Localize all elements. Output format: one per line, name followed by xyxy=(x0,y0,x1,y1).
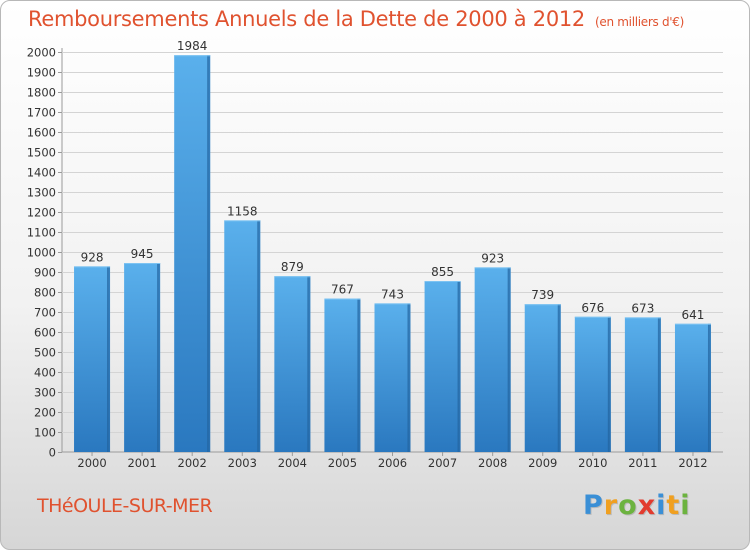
bar xyxy=(274,276,311,452)
y-tick-label: 1400 xyxy=(27,166,56,180)
x-tick-label: 2010 xyxy=(578,456,607,470)
logo-letter: o xyxy=(618,490,638,521)
bar-value-label: 855 xyxy=(431,265,454,279)
y-tick-label: 1600 xyxy=(27,126,56,140)
bar-shade xyxy=(507,267,511,452)
bar-shade xyxy=(307,276,311,452)
x-tick-label: 2004 xyxy=(278,456,307,470)
y-tick-label: 500 xyxy=(34,346,56,360)
chart-title: Remboursements Annuels de la Dette de 20… xyxy=(28,7,684,31)
bar xyxy=(424,281,461,452)
bar xyxy=(524,304,561,452)
y-tick-label: 400 xyxy=(34,366,56,380)
y-tick-label: 1000 xyxy=(27,246,56,260)
bar-value-label: 1158 xyxy=(227,204,258,218)
bar-shade xyxy=(207,55,211,452)
bar-shade xyxy=(657,317,661,452)
bar-value-label: 879 xyxy=(281,260,304,274)
bar xyxy=(324,298,361,452)
y-tick-label: 0 xyxy=(49,446,56,460)
bar-value-label: 928 xyxy=(81,250,104,264)
bar-value-label: 676 xyxy=(581,301,604,315)
bar xyxy=(474,267,511,452)
bar xyxy=(374,303,411,452)
bar-shade xyxy=(607,316,611,452)
bar xyxy=(174,55,211,452)
bar-value-label: 1984 xyxy=(177,39,208,53)
y-tick-label: 1300 xyxy=(27,186,56,200)
bar-shade xyxy=(357,298,361,452)
x-tick-label: 2012 xyxy=(678,456,707,470)
y-tick-label: 1200 xyxy=(27,206,56,220)
y-tick-label: 100 xyxy=(34,426,56,440)
y-tick-label: 600 xyxy=(34,326,56,340)
bar-shade xyxy=(557,304,561,452)
x-tick-label: 2006 xyxy=(378,456,407,470)
x-tick-label: 2003 xyxy=(228,456,257,470)
bar-shade xyxy=(407,303,411,452)
town-name: THéOULE-SUR-MER xyxy=(37,495,213,517)
bar-shade xyxy=(107,266,111,452)
bar-value-label: 945 xyxy=(131,247,154,261)
bars-layer: 928 945 1984 1158 879 767 743 855 923 739 676 673 64… xyxy=(74,39,711,452)
bar-shade xyxy=(457,281,461,452)
bar-value-label: 739 xyxy=(531,288,554,302)
bar xyxy=(624,317,661,452)
y-tick-label: 2000 xyxy=(27,46,56,60)
y-axis-ticks: 0 100 200 300 400 500 600 700 800 900 1000 1100 1200… xyxy=(27,46,62,460)
bar-value-label: 923 xyxy=(481,251,504,265)
y-tick-label: 700 xyxy=(34,306,56,320)
bar-value-label: 641 xyxy=(682,308,705,322)
logo-letter: P xyxy=(583,490,604,521)
chart-subtitle: (en milliers d'€) xyxy=(595,15,685,29)
logo-letter: i xyxy=(656,490,667,521)
bar-value-label: 673 xyxy=(631,301,654,315)
logo-letter: i xyxy=(680,490,691,521)
logo-letter: x xyxy=(637,490,657,521)
x-tick-label: 2011 xyxy=(628,456,657,470)
y-tick-label: 900 xyxy=(34,266,56,280)
bar xyxy=(674,323,711,452)
x-tick-label: 2000 xyxy=(77,456,106,470)
x-tick-label: 2008 xyxy=(478,456,507,470)
logo-letter: t xyxy=(666,490,681,521)
bar xyxy=(74,266,111,452)
y-tick-label: 1700 xyxy=(27,106,56,120)
y-tick-label: 800 xyxy=(34,286,56,300)
y-tick-label: 300 xyxy=(34,386,56,400)
bar xyxy=(574,316,611,452)
bar-value-label: 767 xyxy=(331,283,354,297)
bar xyxy=(124,263,161,452)
bar-shade xyxy=(257,220,261,452)
bar xyxy=(224,220,261,452)
logo-letter: r xyxy=(603,490,619,521)
y-tick-label: 1100 xyxy=(27,226,56,240)
x-axis-ticks: 2000 2001 2002 2003 2004 2005 2006 2007 2008 2009… xyxy=(77,452,708,470)
bar-shade xyxy=(157,263,161,452)
chart-title-text: Remboursements Annuels de la Dette de 20… xyxy=(28,7,585,31)
x-tick-label: 2002 xyxy=(178,456,207,470)
x-tick-label: 2005 xyxy=(328,456,357,470)
y-tick-label: 1800 xyxy=(27,86,56,100)
bar-shade xyxy=(707,323,711,452)
x-tick-label: 2007 xyxy=(428,456,457,470)
y-tick-label: 200 xyxy=(34,406,56,420)
y-tick-label: 1500 xyxy=(27,146,56,160)
bar-value-label: 743 xyxy=(381,287,404,301)
y-tick-label: 1900 xyxy=(27,66,56,80)
x-tick-label: 2009 xyxy=(528,456,557,470)
proxiti-logo: Proxiti xyxy=(583,490,691,521)
x-tick-label: 2001 xyxy=(127,456,156,470)
